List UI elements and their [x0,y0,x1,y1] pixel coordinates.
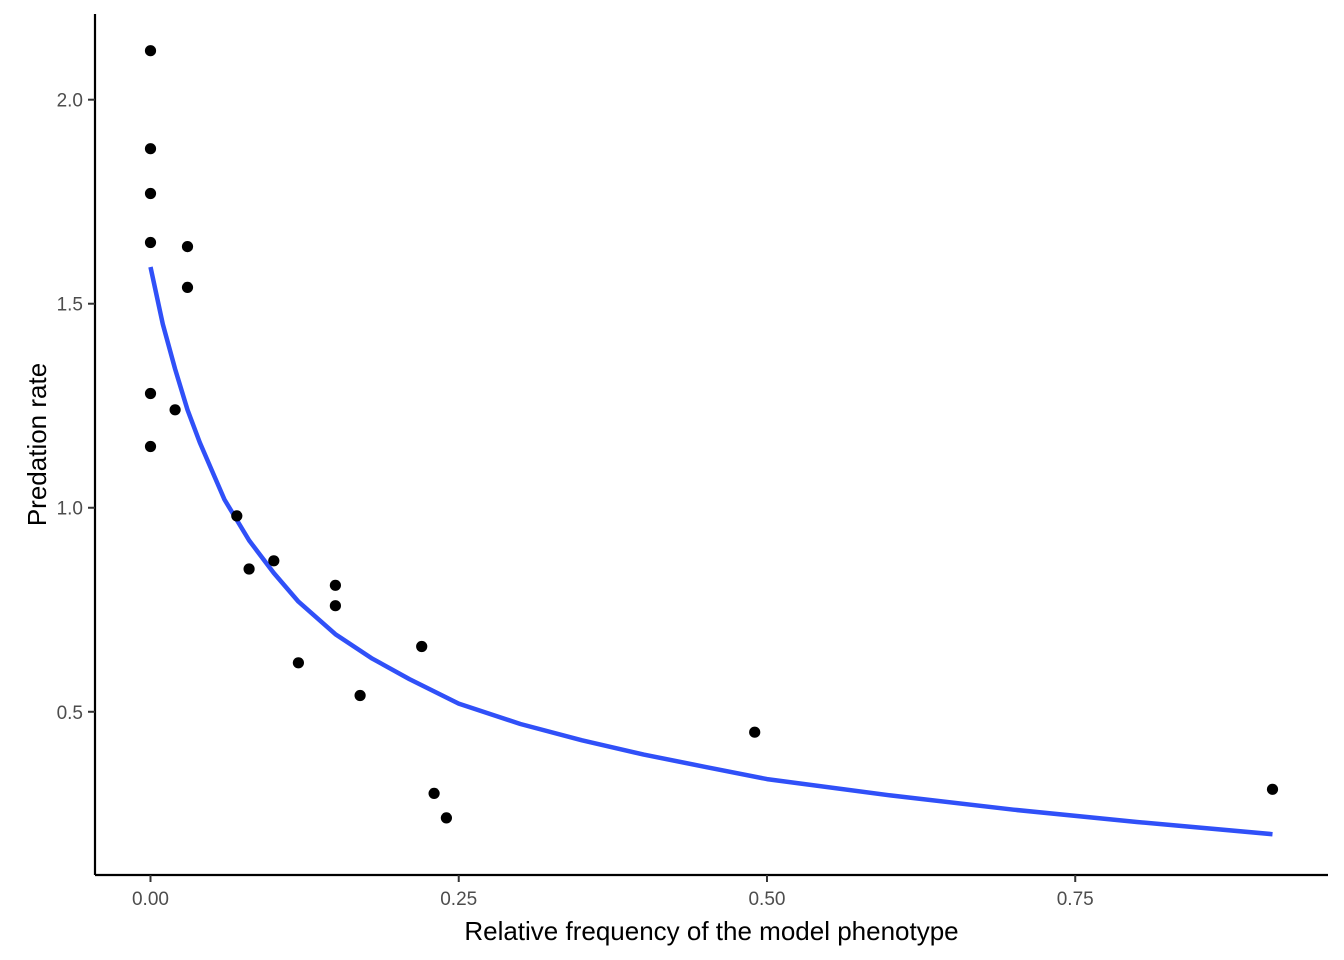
data-point [268,555,280,567]
y-axis-title: Predation rate [22,363,52,526]
data-point [181,281,194,293]
y-tick-label: 2.0 [57,91,83,112]
data-point [144,187,157,200]
fit-line-layer [148,266,1273,837]
data-point [749,726,761,738]
data-point [144,440,157,453]
data-point [329,579,341,591]
y-tick-label: 1.0 [57,499,83,520]
data-points [144,45,1279,824]
y-tick-label: 0.5 [57,703,83,724]
x-tick-label: 0.00 [132,889,169,910]
x-axis-title: Relative frequency of the model phenotyp… [464,916,958,946]
fit-line [148,266,1273,837]
data-point [144,387,157,400]
data-point [329,600,341,612]
axes [93,14,1328,877]
data-point [428,787,440,800]
data-point [144,143,157,155]
y-axis-ticks: 0.5 1.0 1.5 2.0 [57,91,95,724]
data-point [292,657,304,669]
data-point [1266,783,1279,795]
x-tick-label: 0.25 [440,889,477,910]
x-tick-label: 0.75 [1057,889,1094,910]
x-tick-label: 0.50 [748,889,785,910]
x-axis-ticks: 0.00 0.25 0.50 0.75 [132,875,1094,910]
y-tick-label: 1.5 [57,295,83,316]
data-point [231,510,243,522]
data-point [144,45,157,57]
data-point [169,404,181,416]
data-point [243,563,255,575]
data-point [144,236,157,249]
data-point [181,241,194,253]
data-point [416,640,428,653]
data-point [440,812,452,824]
data-point [354,689,366,702]
